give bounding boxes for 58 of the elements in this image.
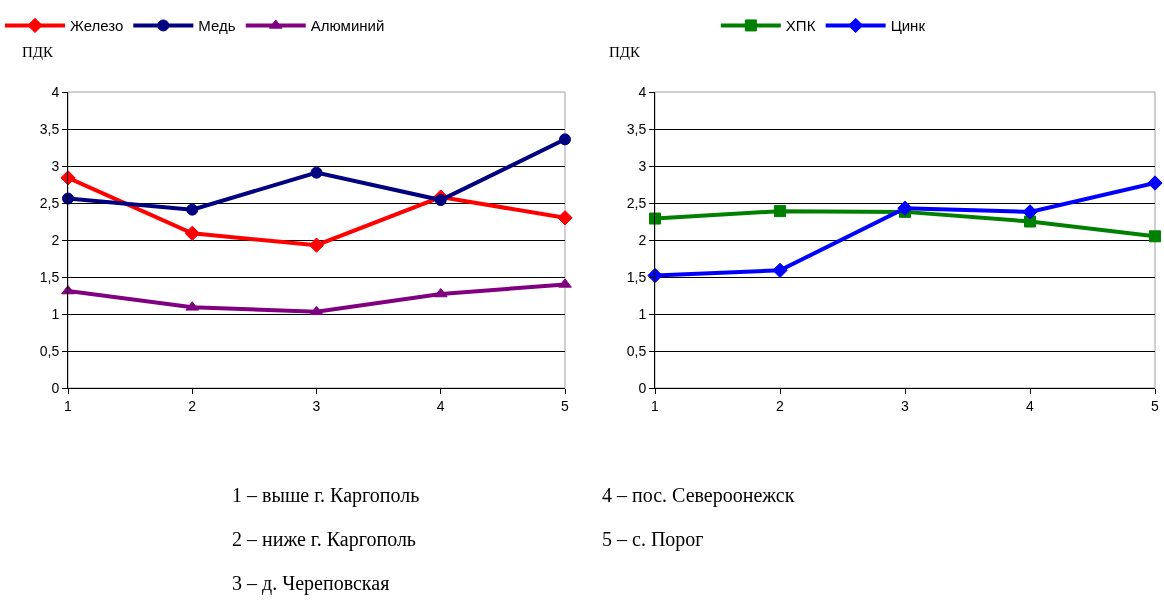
text: 1 – выше г. Каргополь xyxy=(232,484,420,507)
x-tick-label: 3 xyxy=(312,397,321,414)
point xyxy=(649,212,661,225)
legend-label: Железо xyxy=(70,17,124,35)
text: 5 – с. Порог xyxy=(602,528,704,551)
y-tick-label: 2,5 xyxy=(626,194,647,211)
point xyxy=(309,305,324,316)
point xyxy=(1149,230,1161,243)
y-tick-label: 1 xyxy=(638,305,647,322)
y-tick-label: 0,5 xyxy=(39,342,60,359)
point xyxy=(772,262,788,278)
x-tick-label: 5 xyxy=(561,397,570,414)
y-tick-label: 1,5 xyxy=(39,268,60,285)
point xyxy=(1147,175,1163,191)
point xyxy=(310,166,323,179)
point xyxy=(559,133,571,146)
point xyxy=(1024,215,1036,228)
x-tick-label: 2 xyxy=(188,397,197,414)
point xyxy=(774,205,786,218)
text: 2 – ниже г. Каргополь xyxy=(232,528,416,551)
point xyxy=(897,200,913,216)
y-tick-label: 3,5 xyxy=(39,120,60,137)
text: 3 – д. Череповская xyxy=(232,572,390,595)
x-tick-label: 1 xyxy=(64,397,73,414)
legend-label: ХПК xyxy=(785,17,816,35)
y-tick-label: 1 xyxy=(51,305,60,322)
y-tick-label: 4 xyxy=(51,83,60,100)
point xyxy=(558,278,572,288)
y-tick-label: 2 xyxy=(51,231,60,248)
y-tick-label: 2,5 xyxy=(39,194,60,211)
point xyxy=(184,225,200,241)
x-tick-label: 3 xyxy=(901,397,910,414)
x-tick-label: 4 xyxy=(436,397,445,414)
y-tick-label: 3,5 xyxy=(626,120,647,137)
point xyxy=(186,203,199,216)
y-tick-label: 3 xyxy=(51,157,60,174)
y-tick-label: 2 xyxy=(638,231,647,248)
y-axis-title: ПДК xyxy=(609,44,642,60)
y-tick-label: 0 xyxy=(638,379,647,396)
x-tick-label: 1 xyxy=(651,397,660,414)
y-tick-label: 3 xyxy=(638,157,647,174)
legend-label: Алюминий xyxy=(310,17,385,35)
y-axis-title: ПДК xyxy=(22,44,55,60)
point xyxy=(434,194,447,207)
point xyxy=(557,210,573,226)
y-tick-label: 0,5 xyxy=(626,342,647,359)
x-tick-label: 5 xyxy=(1151,397,1160,414)
y-tick-label: 4 xyxy=(638,83,647,100)
x-tick-label: 4 xyxy=(1026,397,1035,414)
legend-label: Медь xyxy=(198,17,236,35)
point xyxy=(60,170,76,186)
point xyxy=(308,237,325,253)
text: 4 – пос. Североонежск xyxy=(602,484,795,507)
y-tick-label: 0 xyxy=(51,379,60,396)
legend-label: Цинк xyxy=(890,17,926,35)
y-tick-label: 1,5 xyxy=(626,268,647,285)
point xyxy=(1022,204,1038,220)
x-tick-label: 2 xyxy=(776,397,785,414)
